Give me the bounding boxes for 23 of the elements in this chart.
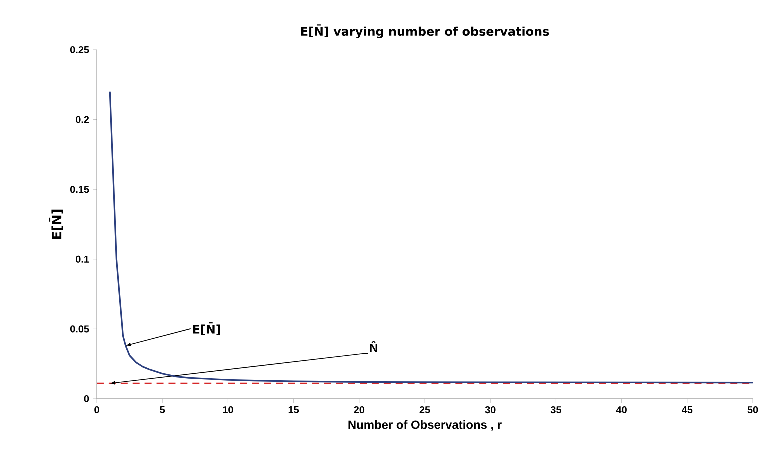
ref-line-label: N̂: [370, 341, 378, 352]
x-tick-label: 15: [288, 406, 300, 414]
x-tick-label: 0: [94, 406, 100, 414]
x-tick-label: 50: [748, 406, 758, 414]
y-tick-label: 0.2: [76, 116, 90, 124]
x-tick-label: 20: [354, 406, 365, 414]
y-tick-label: 0: [84, 395, 90, 403]
annotation: E[N̄]: [193, 322, 220, 336]
line-series: [109, 91, 754, 384]
y-tick-label: 0.1: [76, 256, 90, 263]
x-tick-label: 40: [616, 406, 627, 414]
y-tick-label: 0.15: [70, 186, 90, 194]
x-axis-title: Number of Observations , r: [348, 420, 502, 431]
x-tick-label: 35: [550, 406, 562, 414]
y-axis-title: E[N̄]: [49, 210, 64, 240]
x-tick-label: 25: [420, 406, 430, 414]
x-tick-label: 10: [223, 406, 234, 414]
x-tick-label: 30: [485, 406, 496, 414]
chart-title: E[N̄] varying number of observations: [301, 24, 550, 38]
x-tick-label: 5: [160, 406, 166, 414]
x-tick-label: 45: [682, 406, 693, 414]
y-tick-label: 0.05: [70, 326, 90, 333]
y-tick-label: 0.25: [70, 46, 90, 54]
